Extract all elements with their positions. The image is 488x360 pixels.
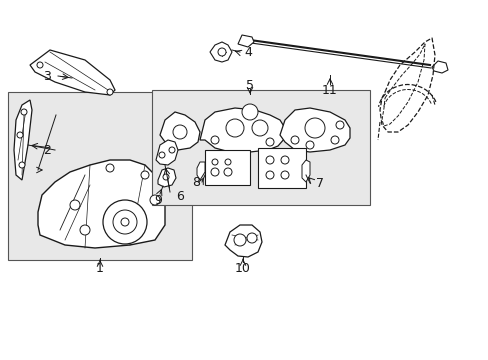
Text: 7: 7 — [315, 176, 324, 189]
Circle shape — [70, 200, 80, 210]
Circle shape — [242, 104, 258, 120]
Circle shape — [224, 168, 231, 176]
Text: 8: 8 — [192, 176, 200, 189]
Circle shape — [19, 162, 25, 168]
Polygon shape — [302, 160, 309, 182]
Circle shape — [107, 89, 113, 95]
Polygon shape — [431, 61, 447, 73]
Circle shape — [281, 156, 288, 164]
Polygon shape — [30, 50, 115, 95]
Circle shape — [305, 118, 325, 138]
Circle shape — [210, 168, 219, 176]
Circle shape — [106, 164, 114, 172]
Circle shape — [225, 119, 244, 137]
Polygon shape — [14, 100, 32, 180]
Text: 9: 9 — [154, 194, 162, 207]
Circle shape — [37, 62, 43, 68]
Circle shape — [210, 136, 219, 144]
Circle shape — [17, 132, 23, 138]
Polygon shape — [160, 112, 200, 150]
Bar — [152, 90, 369, 205]
Circle shape — [150, 195, 160, 205]
Text: 6: 6 — [176, 189, 183, 202]
Bar — [204, 150, 249, 185]
Polygon shape — [280, 108, 349, 152]
Circle shape — [212, 159, 218, 165]
Circle shape — [173, 125, 186, 139]
Polygon shape — [200, 108, 285, 152]
Polygon shape — [38, 160, 164, 248]
Bar — [258, 148, 305, 188]
Bar — [8, 92, 192, 260]
Circle shape — [21, 109, 27, 115]
Circle shape — [121, 218, 129, 226]
Polygon shape — [224, 225, 262, 257]
Text: 4: 4 — [244, 45, 251, 59]
Circle shape — [224, 159, 230, 165]
Circle shape — [218, 48, 225, 56]
Polygon shape — [158, 168, 176, 187]
Circle shape — [265, 138, 273, 146]
Circle shape — [251, 120, 267, 136]
Polygon shape — [156, 140, 178, 165]
Circle shape — [80, 225, 90, 235]
Text: 1: 1 — [96, 261, 104, 275]
Circle shape — [265, 171, 273, 179]
Polygon shape — [197, 162, 204, 180]
Text: 5: 5 — [245, 78, 253, 91]
Circle shape — [290, 136, 298, 144]
Text: 3: 3 — [43, 69, 51, 82]
Polygon shape — [209, 42, 231, 62]
Circle shape — [234, 234, 245, 246]
Text: 11: 11 — [322, 84, 337, 96]
Circle shape — [163, 174, 169, 180]
Circle shape — [265, 156, 273, 164]
Circle shape — [103, 200, 147, 244]
Circle shape — [330, 136, 338, 144]
Circle shape — [159, 152, 164, 158]
Circle shape — [141, 171, 149, 179]
Circle shape — [169, 147, 175, 153]
Circle shape — [281, 171, 288, 179]
Circle shape — [246, 233, 257, 243]
Text: 2: 2 — [43, 144, 51, 157]
Text: 10: 10 — [235, 261, 250, 275]
Polygon shape — [238, 35, 253, 47]
Circle shape — [335, 121, 343, 129]
Circle shape — [113, 210, 137, 234]
Circle shape — [305, 141, 313, 149]
